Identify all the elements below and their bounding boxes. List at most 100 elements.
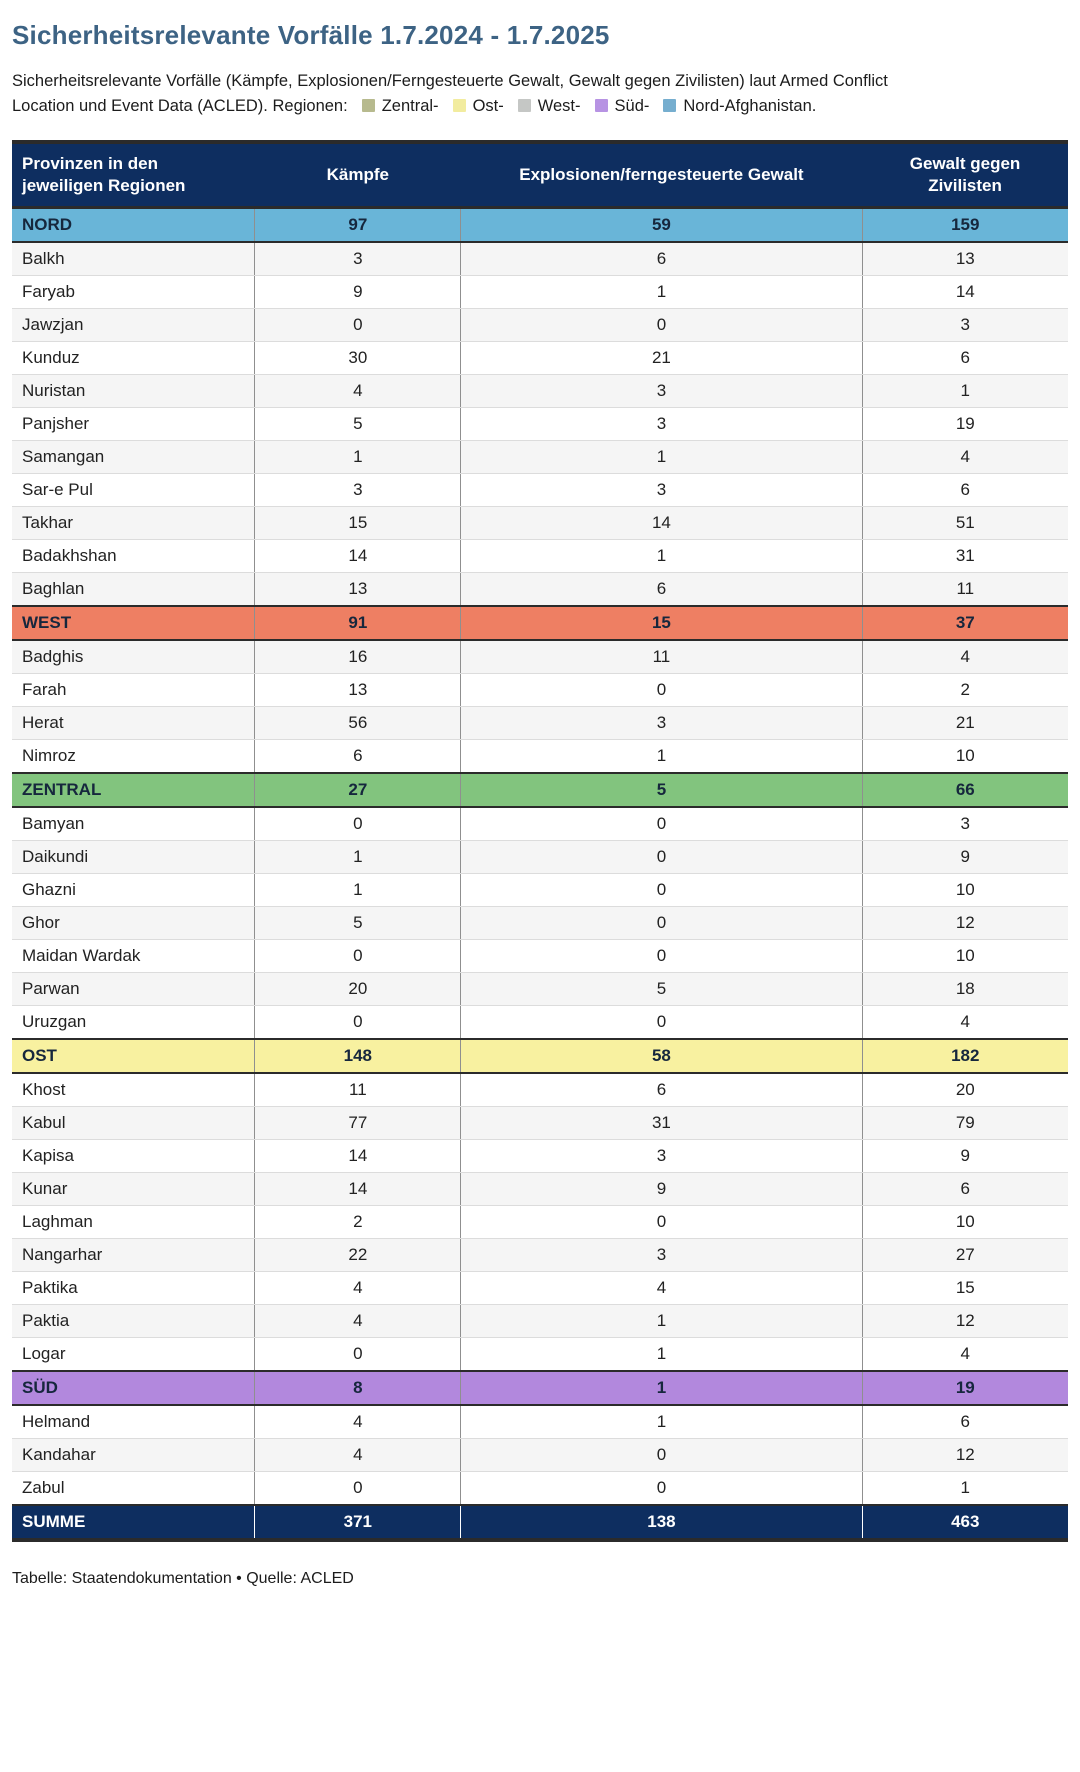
cell-value: 3	[460, 374, 863, 408]
cell-value: 27	[861, 1238, 1068, 1272]
cell-value: 31	[861, 539, 1068, 573]
table-row-uruzgan: Uruzgan 0 0 4	[12, 1005, 1068, 1040]
cell-value: 1	[460, 1404, 863, 1439]
table-row-kapisa: Kapisa 14 3 9	[12, 1139, 1068, 1173]
cell-value: 3	[254, 241, 461, 276]
cell-value: 4	[254, 1404, 461, 1439]
cell-value: 4	[254, 374, 461, 408]
table-row-faryab: Faryab 9 1 14	[12, 275, 1068, 309]
cell-value: 6	[861, 473, 1068, 507]
cell-value: 12	[861, 1438, 1068, 1472]
row-label: ZENTRAL	[12, 771, 255, 808]
cell-value: 11	[460, 639, 863, 674]
row-label: Sar-e Pul	[12, 473, 255, 507]
row-label: SUMME	[12, 1503, 255, 1542]
cell-value: 1	[861, 1471, 1068, 1506]
table-row-kunduz: Kunduz 30 21 6	[12, 341, 1068, 375]
cell-value: 0	[254, 806, 461, 841]
legend-label-sd: Süd-	[614, 96, 650, 115]
cell-value: 5	[254, 906, 461, 940]
cell-value: 6	[460, 241, 863, 276]
cell-value: 12	[861, 1304, 1068, 1338]
cell-value: 1	[460, 539, 863, 573]
table-row-badghis: Badghis 16 11 4	[12, 639, 1068, 674]
cell-value: 3	[460, 1238, 863, 1272]
cell-value: 10	[861, 1205, 1068, 1239]
cell-value: 3	[460, 1139, 863, 1173]
row-label: Laghman	[12, 1205, 255, 1239]
cell-value: 4	[861, 639, 1068, 674]
table-row-khost: Khost 11 6 20	[12, 1072, 1068, 1107]
table-row-kandahar: Kandahar 4 0 12	[12, 1438, 1068, 1472]
row-label: Paktia	[12, 1304, 255, 1338]
row-label: Badghis	[12, 639, 255, 674]
row-label: Takhar	[12, 506, 255, 540]
table-row-laghman: Laghman 2 0 10	[12, 1205, 1068, 1239]
row-label: Kunduz	[12, 341, 255, 375]
cell-value: 0	[460, 873, 863, 907]
region-row-sd: SÜD 8 1 19	[12, 1369, 1068, 1406]
column-header-gewalt-zivilisten-label: Gewalt gegen Zivilisten	[909, 153, 1021, 195]
page-title: Sicherheitsrelevante Vorfälle 1.7.2024 -…	[12, 20, 610, 50]
subtitle-text: Sicherheitsrelevante Vorfälle (Kämpfe, E…	[12, 72, 888, 115]
legend-label-west: West-	[537, 96, 581, 115]
cell-value: 1	[460, 1337, 863, 1372]
cell-value: 371	[254, 1503, 461, 1542]
cell-value: 182	[861, 1037, 1068, 1074]
cell-value: 0	[460, 1471, 863, 1506]
row-label: Kabul	[12, 1106, 255, 1140]
legend-swatch-west	[517, 98, 531, 112]
cell-value: 20	[861, 1072, 1068, 1107]
cell-value: 148	[254, 1037, 461, 1074]
cell-value: 4	[254, 1271, 461, 1305]
row-label: Bamyan	[12, 806, 255, 841]
table-source: Tabelle: Staatendokumentation • Quelle: …	[12, 1569, 354, 1587]
legend-label-nordafghanistan: Nord-Afghanistan.	[683, 96, 817, 115]
row-label: Balkh	[12, 241, 255, 276]
cell-value: 10	[861, 939, 1068, 973]
table-row-nimroz: Nimroz 6 1 10	[12, 739, 1068, 774]
cell-value: 9	[460, 1172, 863, 1206]
row-label: Kunar	[12, 1172, 255, 1206]
cell-value: 9	[861, 840, 1068, 874]
cell-value: 20	[254, 972, 461, 1006]
table-row-daikundi: Daikundi 1 0 9	[12, 840, 1068, 874]
cell-value: 58	[460, 1037, 863, 1074]
row-label: Logar	[12, 1337, 255, 1372]
cell-value: 4	[861, 1337, 1068, 1372]
row-label: Helmand	[12, 1404, 255, 1439]
row-label: Kapisa	[12, 1139, 255, 1173]
row-label: Nuristan	[12, 374, 255, 408]
column-header-explosionen: Explosionen/ferngesteuerte Gewalt	[460, 139, 863, 209]
cell-value: 14	[254, 539, 461, 573]
legend-label-ost: Ost-	[472, 96, 504, 115]
cell-value: 22	[254, 1238, 461, 1272]
cell-value: 4	[254, 1304, 461, 1338]
row-label: Farah	[12, 673, 255, 707]
table-row-sar-e-pul: Sar-e Pul 3 3 6	[12, 473, 1068, 507]
table-row-nangarhar: Nangarhar 22 3 27	[12, 1238, 1068, 1272]
legend-swatch-ost	[452, 98, 466, 112]
cell-value: 31	[460, 1106, 863, 1140]
cell-value: 6	[460, 1072, 863, 1107]
cell-value: 4	[460, 1271, 863, 1305]
row-label: Maidan Wardak	[12, 939, 255, 973]
cell-value: 0	[460, 308, 863, 342]
table-row-zabul: Zabul 0 0 1	[12, 1471, 1068, 1506]
cell-value: 0	[254, 1005, 461, 1040]
cell-value: 138	[460, 1503, 863, 1542]
cell-value: 5	[254, 407, 461, 441]
cell-value: 12	[861, 906, 1068, 940]
cell-value: 10	[861, 873, 1068, 907]
cell-value: 1	[460, 275, 863, 309]
cell-value: 0	[460, 1205, 863, 1239]
column-header-provinces: Provinzen in den jeweiligen Regionen	[12, 139, 255, 209]
row-label: Badakhshan	[12, 539, 255, 573]
cell-value: 0	[254, 1337, 461, 1372]
cell-value: 11	[254, 1072, 461, 1107]
cell-value: 15	[460, 604, 863, 641]
row-label: Kandahar	[12, 1438, 255, 1472]
table-row-kunar: Kunar 14 9 6	[12, 1172, 1068, 1206]
region-row-west: WEST 91 15 37	[12, 604, 1068, 641]
cell-value: 3	[460, 706, 863, 740]
